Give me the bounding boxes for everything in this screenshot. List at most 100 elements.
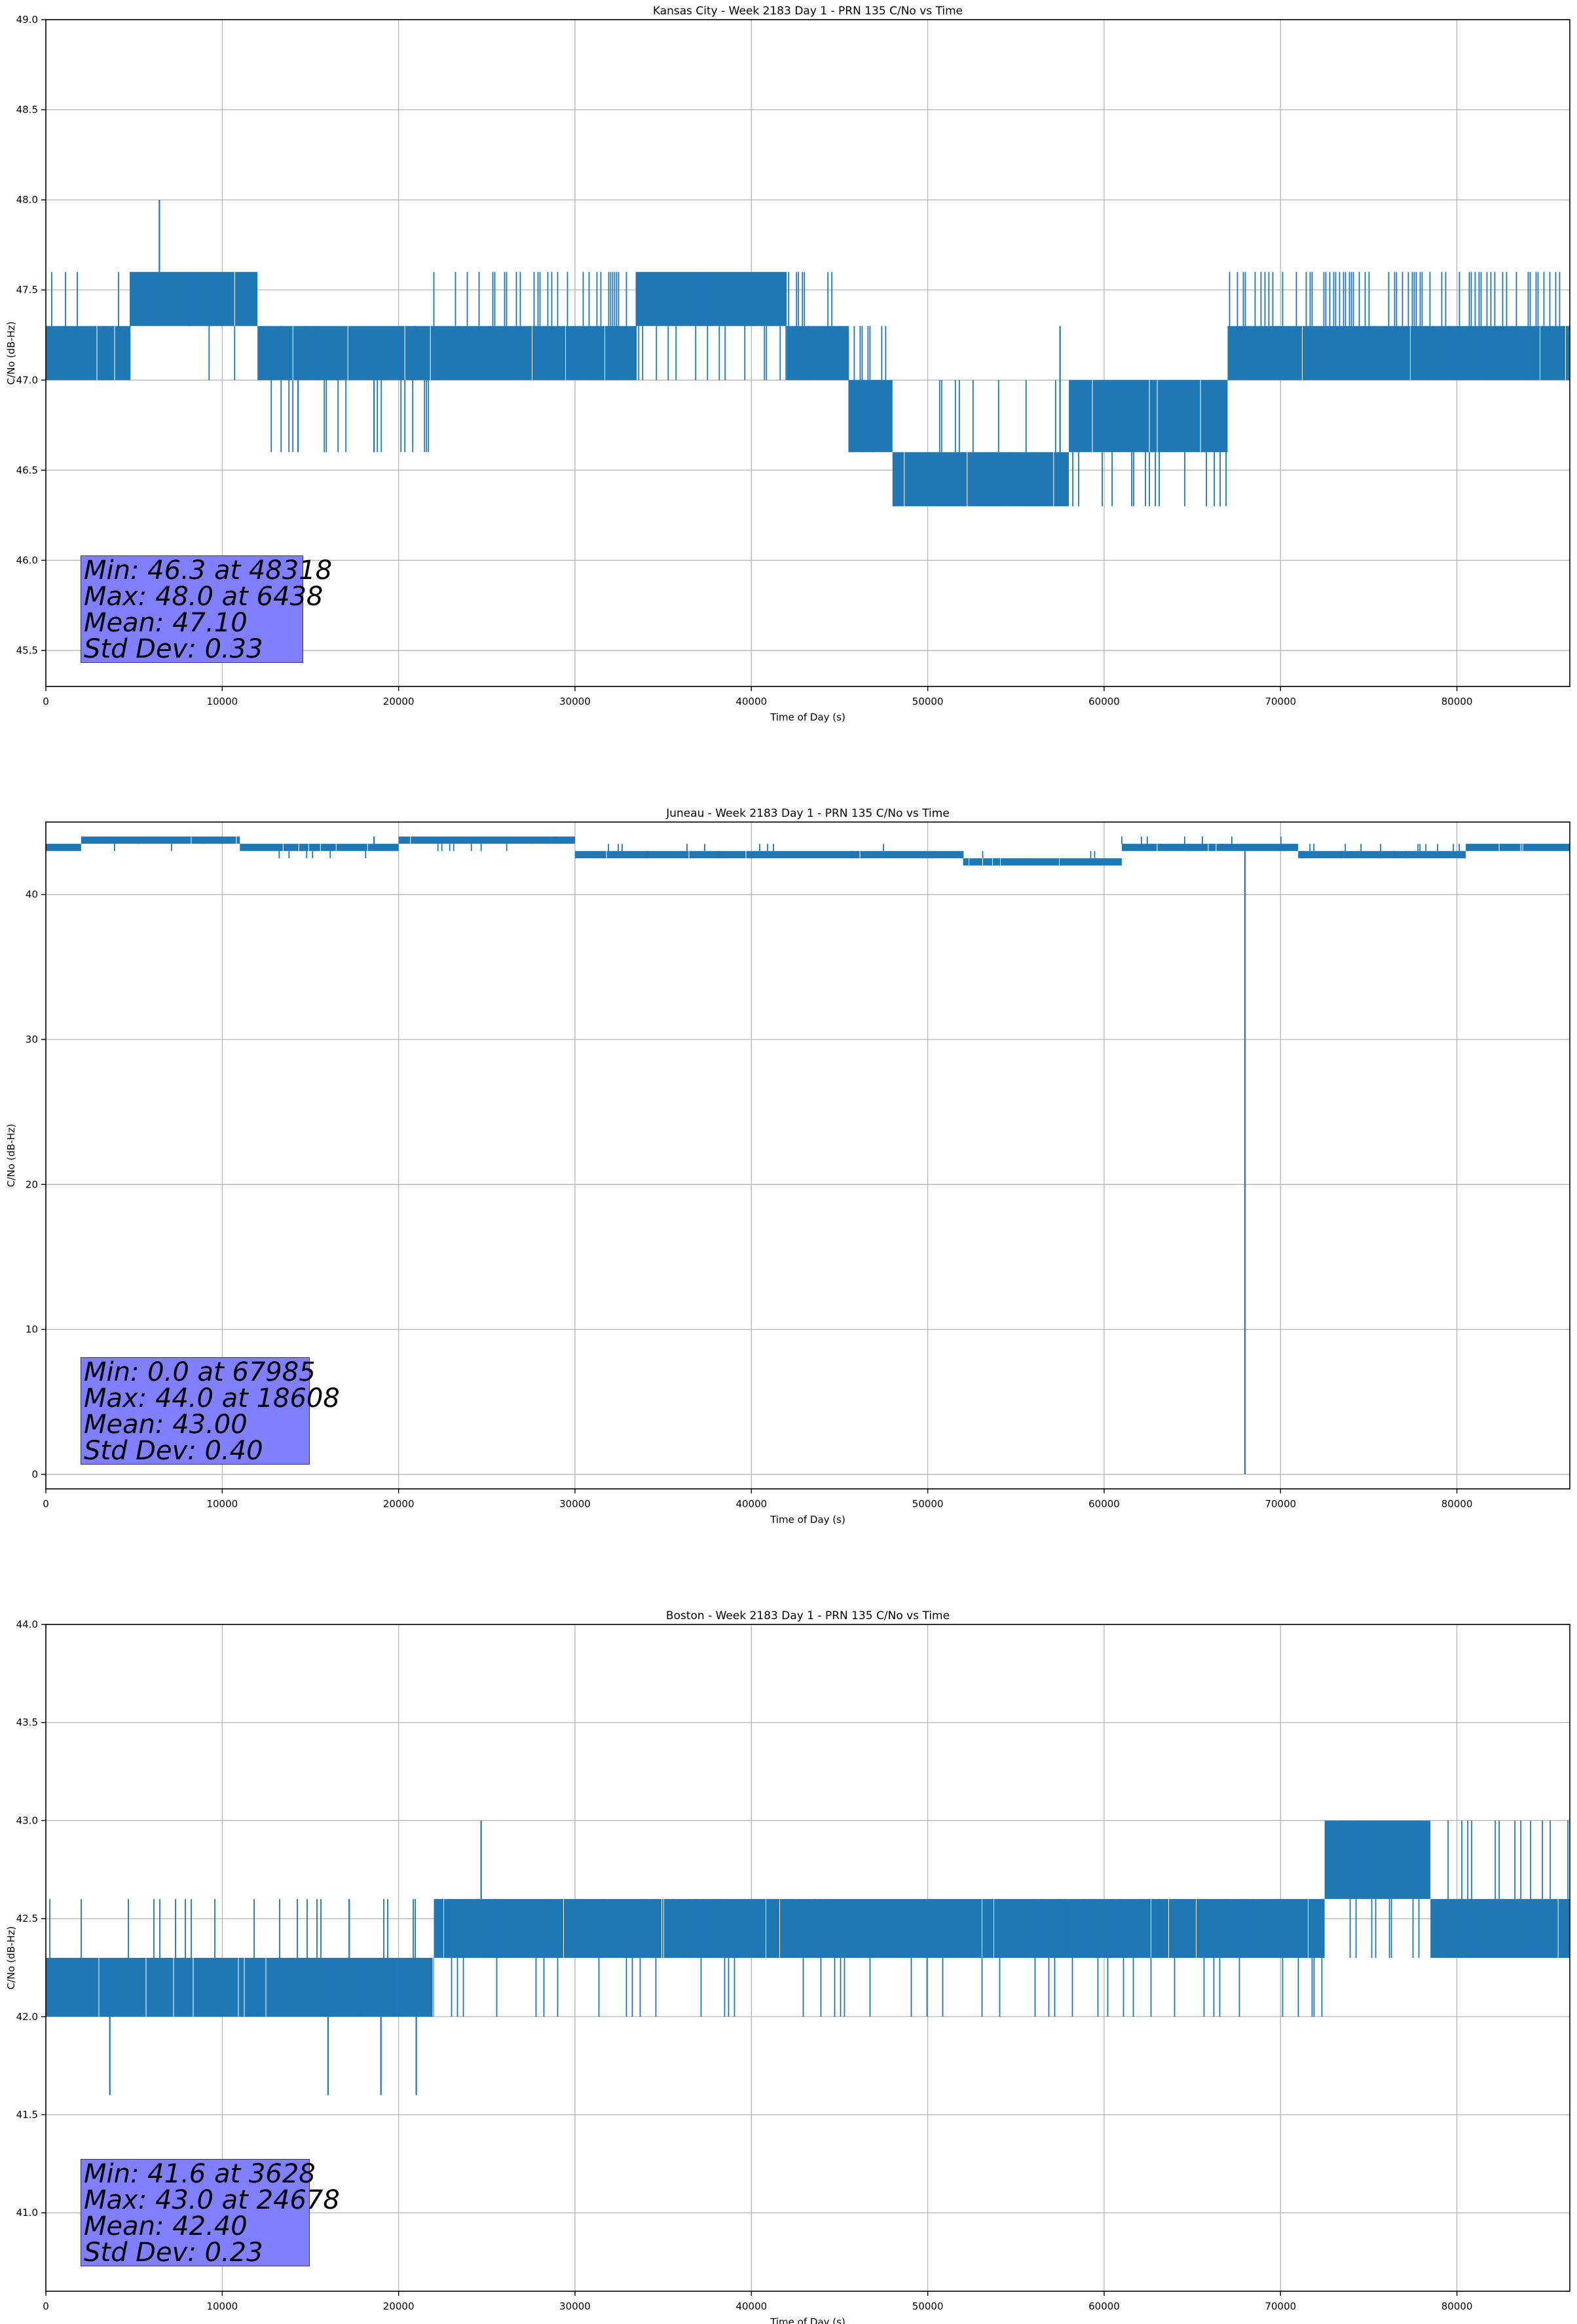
stats-line: Std Dev: 0.33 [84, 634, 263, 664]
y-tick-label: 41.0 [16, 2207, 38, 2219]
series-band [240, 844, 399, 852]
x-tick-label: 80000 [1441, 2300, 1473, 2312]
series-excursions [263, 326, 430, 453]
y-tick-label: 30 [26, 1034, 38, 1045]
series-gaps [98, 1958, 434, 2017]
series-excursions [1121, 836, 1282, 852]
x-tick-label: 10000 [206, 2300, 238, 2312]
stats-line: Min: 0.0 at 67985 [84, 1357, 316, 1387]
stats-box: Min: 46.3 at 48318 Max: 48.0 at 6438 Mean:… [81, 555, 333, 664]
series-band [257, 326, 434, 381]
x-tick-label: 30000 [559, 2300, 591, 2312]
x-tick-label: 30000 [559, 1498, 591, 1510]
series-excursions [1447, 1820, 1569, 1958]
series-band [46, 326, 131, 381]
series-excursions [114, 836, 204, 852]
series-band [1466, 844, 1570, 852]
series-gaps [282, 844, 368, 852]
stats-line: Max: 43.0 at 24678 [84, 2185, 340, 2215]
y-axis-label: C/No (dB-Hz) [5, 322, 17, 385]
y-tick-label: 49.0 [16, 14, 38, 26]
series-band [434, 1899, 1325, 1958]
x-tick-label: 30000 [559, 696, 591, 707]
x-tick-label: 60000 [1088, 2300, 1120, 2312]
x-tick-label: 80000 [1441, 1498, 1473, 1510]
x-tick-label: 60000 [1088, 696, 1120, 707]
y-tick-label: 47.0 [16, 374, 38, 386]
stats-line: Max: 48.0 at 6438 [84, 582, 324, 612]
y-tick-label: 0 [31, 1469, 38, 1480]
stats-line: Std Dev: 0.23 [84, 2238, 263, 2268]
series-band [637, 272, 787, 326]
y-tick-label: 42.0 [16, 2011, 38, 2023]
series-excursions [49, 1899, 432, 2017]
series-gaps [292, 326, 431, 381]
series-band [1324, 1820, 1431, 1900]
series-excursions [1301, 844, 1460, 859]
series-gaps [904, 452, 1054, 506]
series-gaps [96, 326, 115, 381]
series-band [1069, 380, 1228, 453]
x-tick-label: 10000 [206, 696, 238, 707]
series-excursions [1072, 380, 1227, 506]
series-band [434, 326, 637, 381]
series-gaps [443, 1899, 1308, 1958]
series-excursions [437, 836, 557, 852]
x-tick-label: 70000 [1265, 2300, 1296, 2312]
series-band [398, 836, 575, 844]
y-tick-label: 43.5 [16, 1717, 38, 1729]
series-line [46, 200, 1570, 506]
y-tick-label: 46.5 [16, 464, 38, 476]
series-gaps [191, 836, 237, 844]
stats-line: Max: 44.0 at 18608 [84, 1383, 340, 1414]
series-band [46, 844, 81, 852]
y-tick-label: 45.5 [16, 645, 38, 656]
series-gaps [969, 858, 1060, 866]
x-tick-label: 70000 [1265, 696, 1296, 707]
series-band [81, 836, 240, 844]
series-excursions [278, 844, 367, 859]
series-band [1298, 851, 1466, 859]
y-tick-label: 47.5 [16, 284, 38, 296]
series-band [574, 851, 963, 859]
plot-frame [45, 1624, 1570, 2292]
series-gaps [532, 326, 605, 381]
chart-panel-1: 0 10000 20000 30000 40000 50000 60000 70000 8000… [5, 5, 1570, 723]
chart-title: Boston - Week 2183 Day 1 - PRN 135 C/No … [666, 1609, 950, 1622]
series-excursions [1327, 1820, 1422, 1958]
y-axis-label: C/No (dB-Hz) [5, 1124, 17, 1188]
stats-line: Min: 46.3 at 48318 [84, 555, 333, 586]
series-band [848, 380, 893, 453]
x-tick-label: 20000 [383, 2300, 415, 2312]
series-band [1227, 326, 1570, 381]
x-tick-label: 40000 [735, 1498, 767, 1510]
series-excursions [433, 272, 637, 381]
y-tick-label: 20 [26, 1178, 38, 1190]
x-tick-label: 20000 [383, 696, 415, 707]
series-excursions [153, 272, 236, 381]
x-tick-label: 0 [43, 2300, 49, 2312]
series-excursions [437, 1899, 1323, 2017]
series-gaps [1092, 380, 1201, 453]
y-tick-label: 46.0 [16, 554, 38, 566]
series-excursions [51, 272, 131, 381]
plot-frame [45, 821, 1570, 1490]
series-excursions [788, 272, 841, 381]
x-axis-label: Time of Day (s) [770, 1514, 845, 1526]
series-gaps [606, 851, 861, 859]
y-tick-label: 44.0 [16, 1619, 38, 1630]
series-excursions [1229, 272, 1561, 381]
stats-line: Min: 41.6 at 3628 [84, 2159, 316, 2189]
series-band [892, 452, 1069, 506]
series-excursions [847, 326, 887, 453]
y-tick-label: 40 [26, 889, 38, 901]
stats-box: Min: 41.6 at 3628 Max: 43.0 at 24678 Mean:… [81, 2159, 340, 2268]
series-line [46, 1820, 1570, 2095]
x-tick-label: 80000 [1441, 696, 1473, 707]
series-band [130, 272, 258, 326]
stats-line: Mean: 43.00 [84, 1410, 248, 1440]
series-gaps [1302, 326, 1566, 381]
stats-line: Mean: 42.40 [84, 2211, 248, 2241]
series-excursions [638, 272, 787, 381]
